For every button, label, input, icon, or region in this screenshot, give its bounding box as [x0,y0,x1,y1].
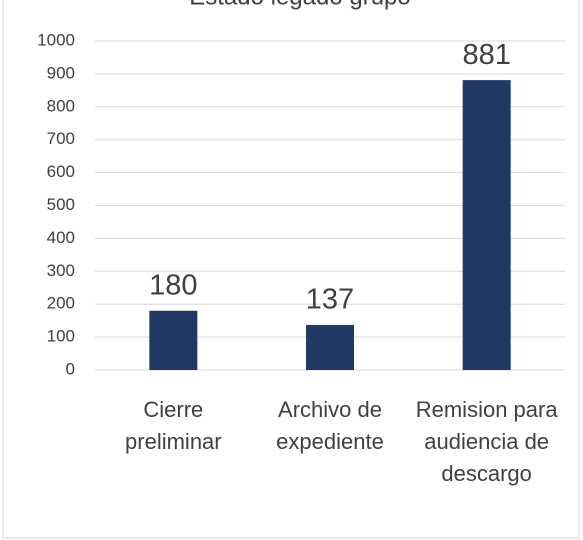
value-label: 881 [462,39,510,71]
x-tick-label: Cierre preliminar [125,397,222,454]
bar [462,80,511,370]
y-tick-label: 600 [47,162,75,181]
y-tick-label: 300 [47,261,75,280]
bar [149,310,198,370]
y-tick-label: 1000 [37,30,75,49]
x-tick-label: Remision para audiencia de descargo [415,397,558,486]
bar [306,324,354,370]
x-tick-label: Archivo de expediente [276,397,384,454]
y-tick-label: 0 [66,359,75,378]
y-tick-label: 200 [47,294,75,313]
y-tick-label: 500 [47,195,75,214]
y-tick-label: 100 [47,327,75,346]
y-tick-label: 400 [47,228,75,247]
chart-title: Estado legado grupo [189,0,411,10]
value-label: 180 [149,269,197,301]
y-tick-label: 900 [47,63,75,82]
y-tick-label: 700 [47,129,75,148]
y-tick-label: 800 [47,96,75,115]
value-label: 137 [306,284,354,316]
